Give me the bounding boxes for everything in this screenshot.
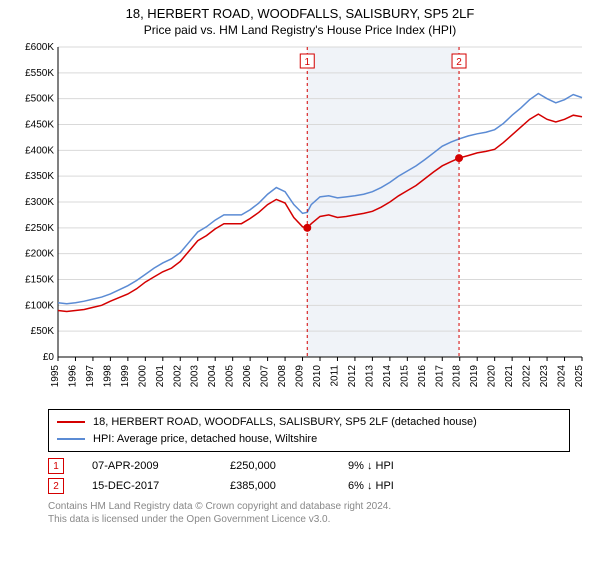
chart-subtitle: Price paid vs. HM Land Registry's House … <box>0 23 600 37</box>
svg-text:2012: 2012 <box>347 365 358 388</box>
svg-text:2001: 2001 <box>155 365 166 388</box>
footer-line-2: This data is licensed under the Open Gov… <box>48 513 570 526</box>
transaction-delta: 6% ↓ HPI <box>348 480 394 492</box>
transaction-row: 1 07-APR-2009 £250,000 9% ↓ HPI <box>48 458 570 474</box>
svg-text:1999: 1999 <box>120 365 131 388</box>
footer-attribution: Contains HM Land Registry data © Crown c… <box>48 500 570 526</box>
svg-text:2008: 2008 <box>277 365 288 388</box>
legend-swatch <box>57 438 85 440</box>
transaction-delta: 9% ↓ HPI <box>348 460 394 472</box>
svg-text:2020: 2020 <box>487 365 498 388</box>
svg-text:2000: 2000 <box>137 365 148 388</box>
transaction-row: 2 15-DEC-2017 £385,000 6% ↓ HPI <box>48 478 570 494</box>
transactions-table: 1 07-APR-2009 £250,000 9% ↓ HPI 2 15-DEC-2017… <box>48 458 570 494</box>
svg-text:£100K: £100K <box>25 300 54 311</box>
svg-text:2016: 2016 <box>417 365 428 388</box>
svg-text:2006: 2006 <box>242 365 253 388</box>
legend-label: 18, HERBERT ROAD, WOODFALLS, SALISBURY, … <box>93 414 477 431</box>
transaction-price: £385,000 <box>230 480 320 492</box>
svg-text:2025: 2025 <box>574 365 585 388</box>
svg-text:2: 2 <box>456 57 462 68</box>
transaction-marker: 2 <box>48 478 64 494</box>
transaction-date: 07-APR-2009 <box>92 460 202 472</box>
svg-text:2009: 2009 <box>295 365 306 388</box>
legend-row: 18, HERBERT ROAD, WOODFALLS, SALISBURY, … <box>57 414 561 431</box>
transaction-date: 15-DEC-2017 <box>92 480 202 492</box>
svg-text:2013: 2013 <box>364 365 375 388</box>
svg-text:£500K: £500K <box>25 94 54 105</box>
svg-text:2015: 2015 <box>399 365 410 388</box>
svg-text:£450K: £450K <box>25 120 54 131</box>
svg-text:2019: 2019 <box>469 365 480 388</box>
transaction-marker: 1 <box>48 458 64 474</box>
svg-text:1996: 1996 <box>67 365 78 388</box>
chart-area: £0 £50K £100K £150K £200K £250K £300K £350K £400… <box>10 41 590 401</box>
svg-text:2005: 2005 <box>225 365 236 388</box>
svg-text:2004: 2004 <box>207 365 218 388</box>
svg-text:2017: 2017 <box>434 365 445 388</box>
chart-svg: £0 £50K £100K £150K £200K £250K £300K £350K £400… <box>10 41 590 401</box>
chart-title: 18, HERBERT ROAD, WOODFALLS, SALISBURY, … <box>0 6 600 21</box>
svg-text:2022: 2022 <box>522 365 533 388</box>
legend-box: 18, HERBERT ROAD, WOODFALLS, SALISBURY, … <box>48 409 570 452</box>
svg-text:£50K: £50K <box>31 326 55 337</box>
transaction-price: £250,000 <box>230 460 320 472</box>
svg-text:£350K: £350K <box>25 171 54 182</box>
svg-text:£600K: £600K <box>25 42 54 53</box>
svg-text:2018: 2018 <box>452 365 463 388</box>
footer-line-1: Contains HM Land Registry data © Crown c… <box>48 500 570 513</box>
svg-text:1995: 1995 <box>50 365 61 388</box>
svg-text:£400K: £400K <box>25 145 54 156</box>
svg-text:2023: 2023 <box>539 365 550 388</box>
svg-text:1: 1 <box>304 57 310 68</box>
svg-text:2021: 2021 <box>504 365 515 388</box>
svg-text:2024: 2024 <box>557 365 568 388</box>
legend-row: HPI: Average price, detached house, Wilt… <box>57 431 561 448</box>
svg-text:£150K: £150K <box>25 275 54 286</box>
svg-text:£0: £0 <box>43 352 55 363</box>
svg-text:2003: 2003 <box>190 365 201 388</box>
legend-swatch <box>57 421 85 423</box>
svg-text:1997: 1997 <box>85 365 96 388</box>
svg-text:2002: 2002 <box>172 365 183 388</box>
svg-text:2014: 2014 <box>382 365 393 388</box>
svg-text:2010: 2010 <box>312 365 323 388</box>
svg-text:1998: 1998 <box>102 365 113 388</box>
svg-text:£300K: £300K <box>25 197 54 208</box>
svg-text:2011: 2011 <box>329 365 340 387</box>
svg-text:£200K: £200K <box>25 249 54 260</box>
svg-text:£250K: £250K <box>25 223 54 234</box>
legend-label: HPI: Average price, detached house, Wilt… <box>93 431 317 448</box>
svg-text:2007: 2007 <box>260 365 271 388</box>
svg-text:£550K: £550K <box>25 68 54 79</box>
